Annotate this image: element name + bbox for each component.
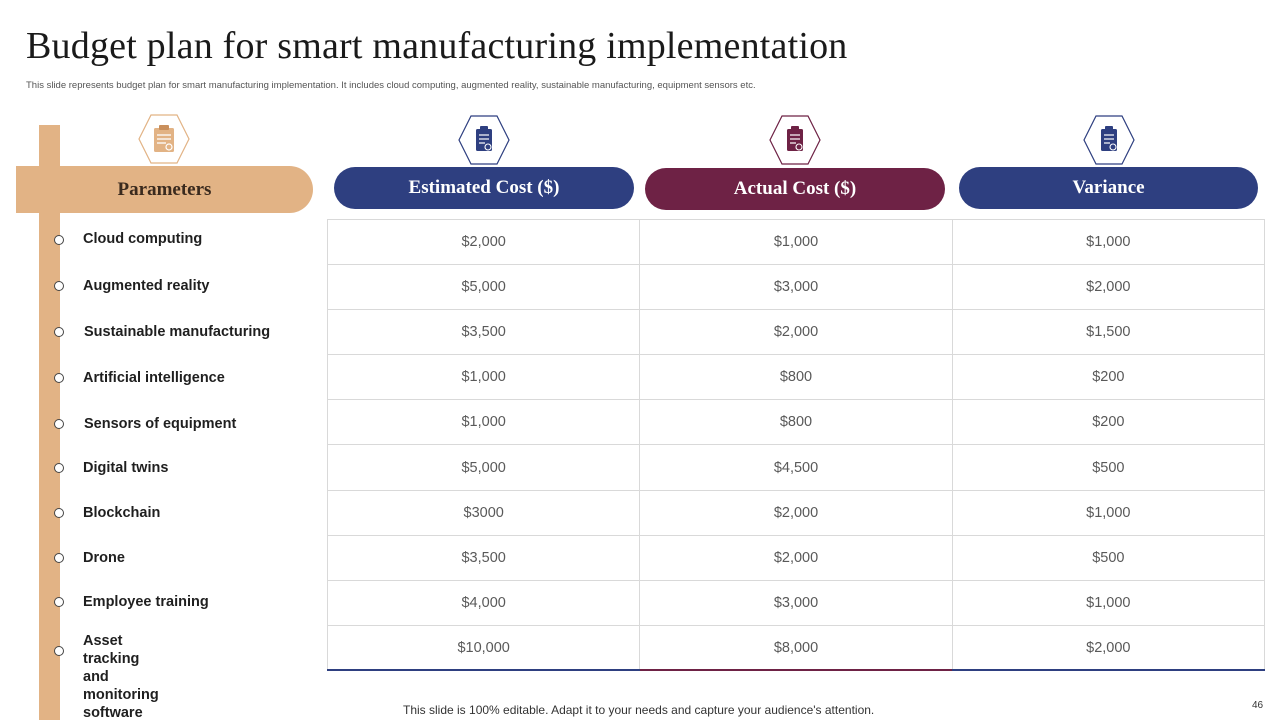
variance-cell: $2,000 — [953, 625, 1265, 670]
estimated-bottom-rule — [327, 669, 640, 671]
actual-cell: $2,000 — [640, 535, 953, 580]
variance-cell: $1,500 — [953, 310, 1265, 355]
bullet-dot — [54, 419, 64, 429]
bullet-dot — [54, 463, 64, 473]
estimated-cell: $3000 — [328, 490, 641, 535]
table-row: $10,000 $8,000 $2,000 — [328, 625, 1265, 671]
table-row: $3000 $2,000 $1,000 — [328, 490, 1265, 536]
footer-note: This slide is 100% editable. Adapt it to… — [403, 703, 875, 717]
estimated-cell: $3,500 — [328, 310, 641, 355]
actual-cost-header: Actual Cost ($) — [645, 168, 945, 210]
table-row: $3,500 $2,000 $1,500 — [328, 310, 1265, 356]
parameter-label: Employee training — [83, 594, 209, 610]
estimated-cell: $1,000 — [328, 400, 641, 445]
bullet-dot — [54, 508, 64, 518]
table-row: $3,500 $2,000 $500 — [328, 535, 1265, 581]
actual-bottom-rule — [640, 669, 952, 671]
variance-cell: $500 — [953, 535, 1265, 580]
variance-cell: $2,000 — [953, 265, 1265, 310]
estimated-cell: $5,000 — [328, 445, 641, 490]
actual-cell: $800 — [640, 400, 953, 445]
estimated-cell: $1,000 — [328, 355, 641, 400]
table-row: $2,000 $1,000 $1,000 — [328, 220, 1265, 266]
bullet-dot — [54, 327, 64, 337]
bullet-dot — [54, 597, 64, 607]
variance-bottom-rule — [952, 669, 1265, 671]
table-row: $5,000 $3,000 $2,000 — [328, 265, 1265, 311]
actual-cell: $4,500 — [640, 445, 953, 490]
estimated-cost-header: Estimated Cost ($) — [334, 167, 634, 209]
parameters-vertical-bar — [39, 125, 60, 720]
variance-cell: $200 — [953, 400, 1265, 445]
table-row: $4,000 $3,000 $1,000 — [328, 580, 1265, 626]
estimated-cell: $5,000 — [328, 265, 641, 310]
budget-table: $2,000 $1,000 $1,000 $5,000 $3,000 $2,00… — [327, 219, 1265, 671]
parameter-label: Sensors of equipment — [84, 416, 237, 432]
parameter-label: Artificial intelligence — [83, 370, 225, 386]
estimated-cell: $3,500 — [328, 535, 641, 580]
document-icon — [458, 115, 510, 165]
table-row: $1,000 $800 $200 — [328, 355, 1265, 401]
table-row: $1,000 $800 $200 — [328, 400, 1265, 446]
slide-title: Budget plan for smart manufacturing impl… — [26, 25, 848, 67]
document-icon — [1083, 115, 1135, 165]
actual-cell: $800 — [640, 355, 953, 400]
parameter-label: Cloud computing — [83, 231, 203, 247]
estimated-cell: $4,000 — [328, 580, 641, 625]
actual-cell: $1,000 — [640, 220, 953, 265]
estimated-cell: $2,000 — [328, 220, 641, 265]
clipboard-icon — [138, 114, 190, 164]
table-row: $5,000 $4,500 $500 — [328, 445, 1265, 491]
parameter-label: Drone — [83, 550, 125, 566]
parameter-label: Blockchain — [83, 505, 161, 521]
bullet-dot — [54, 553, 64, 563]
parameters-header: Parameters — [16, 166, 313, 213]
actual-cell: $3,000 — [640, 265, 953, 310]
actual-cell: $3,000 — [640, 580, 953, 625]
variance-cell: $1,000 — [953, 220, 1265, 265]
parameter-label: Asset tracking and monitoring software — [83, 633, 159, 720]
parameter-label: Augmented reality — [83, 278, 210, 294]
page-number: 46 — [1252, 700, 1264, 711]
variance-cell: $1,000 — [953, 580, 1265, 625]
slide-subtitle: This slide represents budget plan for sm… — [26, 80, 756, 91]
bullet-dot — [54, 235, 64, 245]
variance-cell: $1,000 — [953, 490, 1265, 535]
actual-cell: $2,000 — [640, 490, 953, 535]
variance-cell: $200 — [953, 355, 1265, 400]
parameter-label: Digital twins — [83, 460, 169, 476]
bullet-dot — [54, 281, 64, 291]
actual-cell: $2,000 — [640, 310, 953, 355]
estimated-cell: $10,000 — [328, 625, 641, 670]
variance-cell: $500 — [953, 445, 1265, 490]
document-icon — [769, 115, 821, 165]
bullet-dot — [54, 373, 64, 383]
actual-cell: $8,000 — [640, 625, 953, 670]
bullet-dot — [54, 646, 64, 656]
parameter-label: Sustainable manufacturing — [84, 324, 271, 340]
variance-header: Variance — [959, 167, 1258, 209]
